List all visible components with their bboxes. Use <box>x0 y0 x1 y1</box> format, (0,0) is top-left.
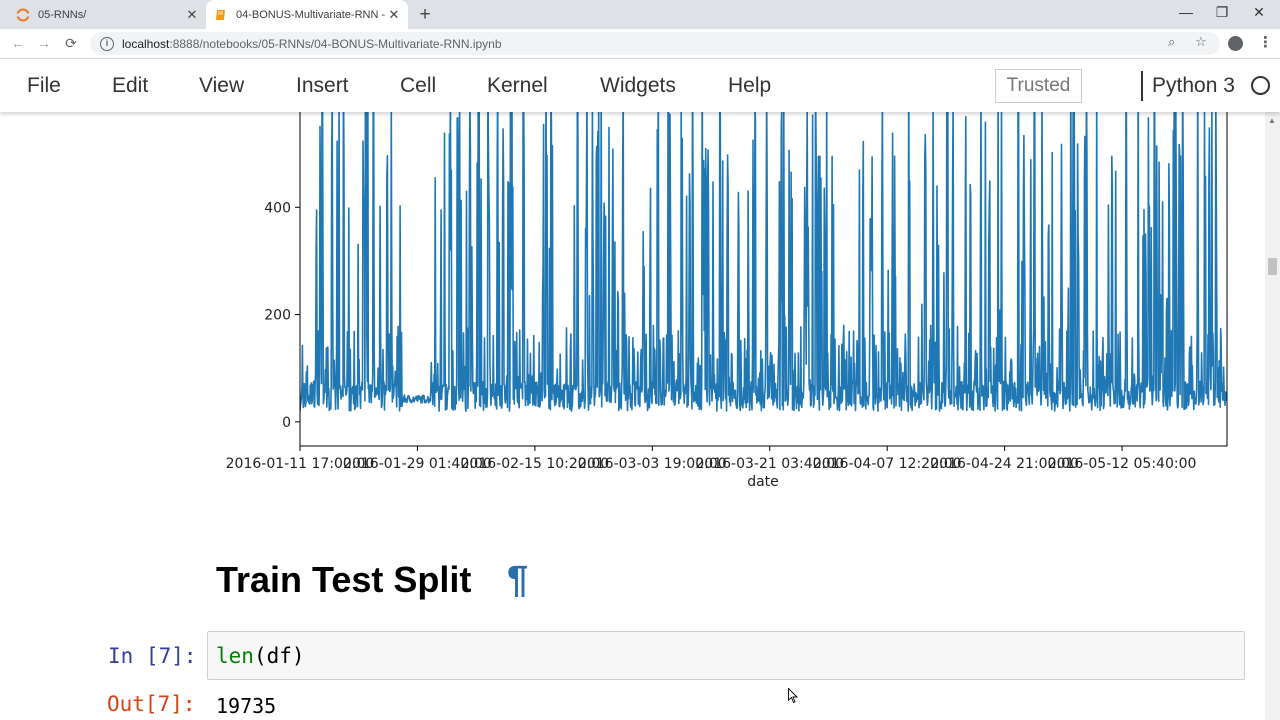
x-tick-label: 2016-01-11 17:00:00 <box>226 456 375 472</box>
scroll-up-icon[interactable]: ▲ <box>1268 116 1276 125</box>
menu-help[interactable]: Help <box>728 74 772 97</box>
jupyter-folder-icon <box>16 8 30 21</box>
close-tab-icon[interactable]: ✕ <box>186 6 198 22</box>
kernel-separator <box>1141 71 1143 101</box>
url-path: :8888/notebooks/05-RNNs/04-BONUS-Multiva… <box>169 36 502 51</box>
restore-icon[interactable]: ❐ <box>1215 4 1229 20</box>
close-tab-icon[interactable]: ✕ <box>388 6 400 22</box>
code-args: (df) <box>253 644 305 668</box>
y-tick-label: 200 <box>264 308 291 324</box>
minimize-icon[interactable]: — <box>1179 4 1193 20</box>
y-tick-label: 0 <box>282 415 291 431</box>
menu-edit[interactable]: Edit <box>112 74 149 97</box>
close-window-icon[interactable]: ✕ <box>1253 4 1265 20</box>
menu-cell[interactable]: Cell <box>400 74 437 97</box>
heading-anchor-link[interactable]: ¶ <box>507 559 529 601</box>
back-icon[interactable]: ← <box>11 35 25 51</box>
browser-tab-rnns[interactable]: 05-RNNs/ ✕ <box>8 0 206 29</box>
x-tick-label: 2016-05-12 05:40:00 <box>1048 456 1197 472</box>
menu-insert[interactable]: Insert <box>296 74 349 97</box>
tab-title: 05-RNNs/ <box>38 8 87 21</box>
menu-view[interactable]: View <box>199 74 245 97</box>
date-line-chart: 0200400600 2016-01-11 17:00:002016-01-29… <box>226 112 1228 490</box>
reload-icon[interactable]: ⟳ <box>65 35 77 51</box>
x-tick-label: 2016-02-15 10:20:00 <box>461 456 610 472</box>
mouse-pointer-icon <box>788 688 798 704</box>
forward-icon[interactable]: → <box>37 35 51 51</box>
code-text: len(df) <box>216 644 305 668</box>
menu-widgets[interactable]: Widgets <box>600 74 676 97</box>
cell-output: 19735 <box>216 694 277 718</box>
section-heading: Train Test Split <box>216 559 472 600</box>
kernel-name[interactable]: Python 3 <box>1152 74 1235 97</box>
x-tick-label: 2016-03-03 19:00:00 <box>578 456 727 472</box>
x-tick-label: 2016-04-24 21:00:00 <box>930 456 1079 472</box>
code-cell-input[interactable]: len(df) <box>207 631 1245 680</box>
browser-menu-icon[interactable]: ⋮ <box>1258 34 1273 51</box>
notebook-icon <box>216 9 225 20</box>
series-path <box>300 112 1227 412</box>
zoom-icon[interactable]: ⌕ <box>1168 34 1176 49</box>
browser-toolbar: ← → ⟳ i localhost:8888/notebooks/05-RNNs… <box>0 29 1280 59</box>
x-tick-label: 2016-03-21 03:40:00 <box>695 456 844 472</box>
tab-title: 04-BONUS-Multivariate-RNN - J <box>236 8 386 21</box>
profile-avatar-icon[interactable] <box>1228 36 1243 51</box>
output-prompt: Out[7]: <box>107 692 196 716</box>
notebook-container: 0200400600 2016-01-11 17:00:002016-01-29… <box>0 112 1265 720</box>
input-prompt: In [7]: <box>108 644 197 668</box>
series-line <box>300 112 1227 412</box>
x-tick-label: 2016-04-07 12:20:00 <box>813 456 962 472</box>
kernel-idle-icon <box>1251 76 1270 95</box>
address-bar[interactable]: i localhost:8888/notebooks/05-RNNs/04-BO… <box>90 32 1220 55</box>
scrollbar-thumb[interactable] <box>1268 258 1277 275</box>
jupyter-menubar: File Edit View Insert Cell Kernel Widget… <box>0 59 1280 112</box>
trusted-indicator[interactable]: Trusted <box>995 69 1082 103</box>
menu-file[interactable]: File <box>27 74 61 97</box>
plot-frame <box>299 112 1228 447</box>
x-tick-label: 2016-01-29 01:40:00 <box>343 456 492 472</box>
page-scrollbar[interactable]: ▲ <box>1265 112 1280 720</box>
code-builtin: len <box>216 644 254 668</box>
browser-tab-strip: 05-RNNs/ ✕ 04-BONUS-Multivariate-RNN - J… <box>0 0 1280 29</box>
browser-tab-notebook[interactable]: 04-BONUS-Multivariate-RNN - J ✕ <box>206 0 408 29</box>
bookmark-star-icon[interactable]: ☆ <box>1195 34 1207 49</box>
x-axis-label: date <box>747 474 779 490</box>
site-info-icon[interactable]: i <box>100 36 114 51</box>
menu-kernel[interactable]: Kernel <box>487 74 548 97</box>
url-host: localhost <box>122 36 170 51</box>
y-tick-label: 400 <box>264 200 291 216</box>
new-tab-icon[interactable]: + <box>419 4 431 25</box>
